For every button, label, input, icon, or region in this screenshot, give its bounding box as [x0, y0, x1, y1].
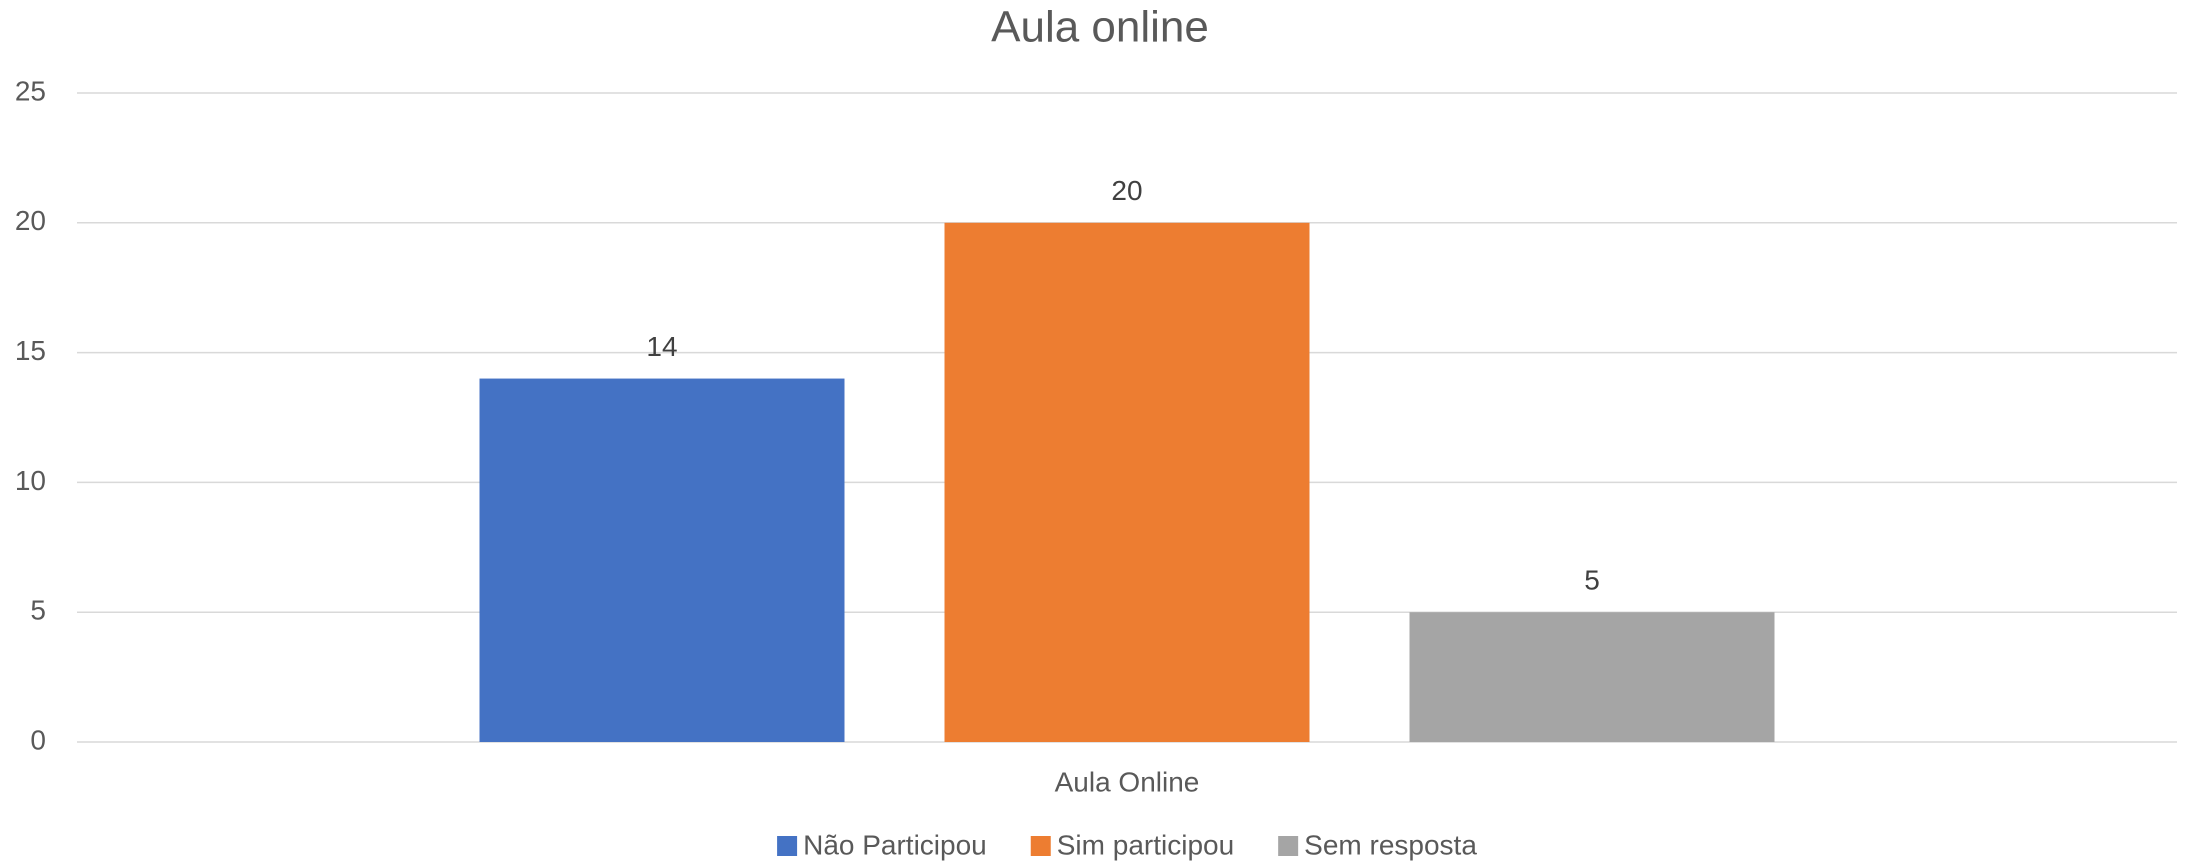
y-tick-label: 10: [15, 465, 46, 496]
value-label: 5: [1584, 565, 1600, 596]
legend-swatch: [1278, 836, 1299, 856]
chart-title: Aula online: [991, 3, 1209, 52]
y-tick-label: 0: [30, 724, 46, 755]
legend-label: Sem resposta: [1304, 829, 1477, 860]
x-tick-label: Aula Online: [1055, 766, 1200, 797]
bar: [1409, 612, 1775, 742]
legend-label: Não Participou: [803, 829, 987, 860]
y-tick-label: 20: [15, 205, 46, 236]
y-tick-label: 15: [15, 335, 46, 366]
legend: Não Participou Sim participou Sem resposta: [777, 829, 1477, 860]
value-label: 14: [646, 331, 677, 362]
bar: [944, 222, 1310, 743]
y-tick-label: 5: [30, 595, 46, 626]
value-label: 20: [1111, 175, 1142, 206]
legend-label: Sim participou: [1057, 829, 1234, 860]
legend-swatch: [777, 836, 798, 856]
bar: [479, 378, 845, 742]
y-tick-label: 25: [15, 75, 46, 106]
legend-swatch: [1030, 836, 1051, 856]
